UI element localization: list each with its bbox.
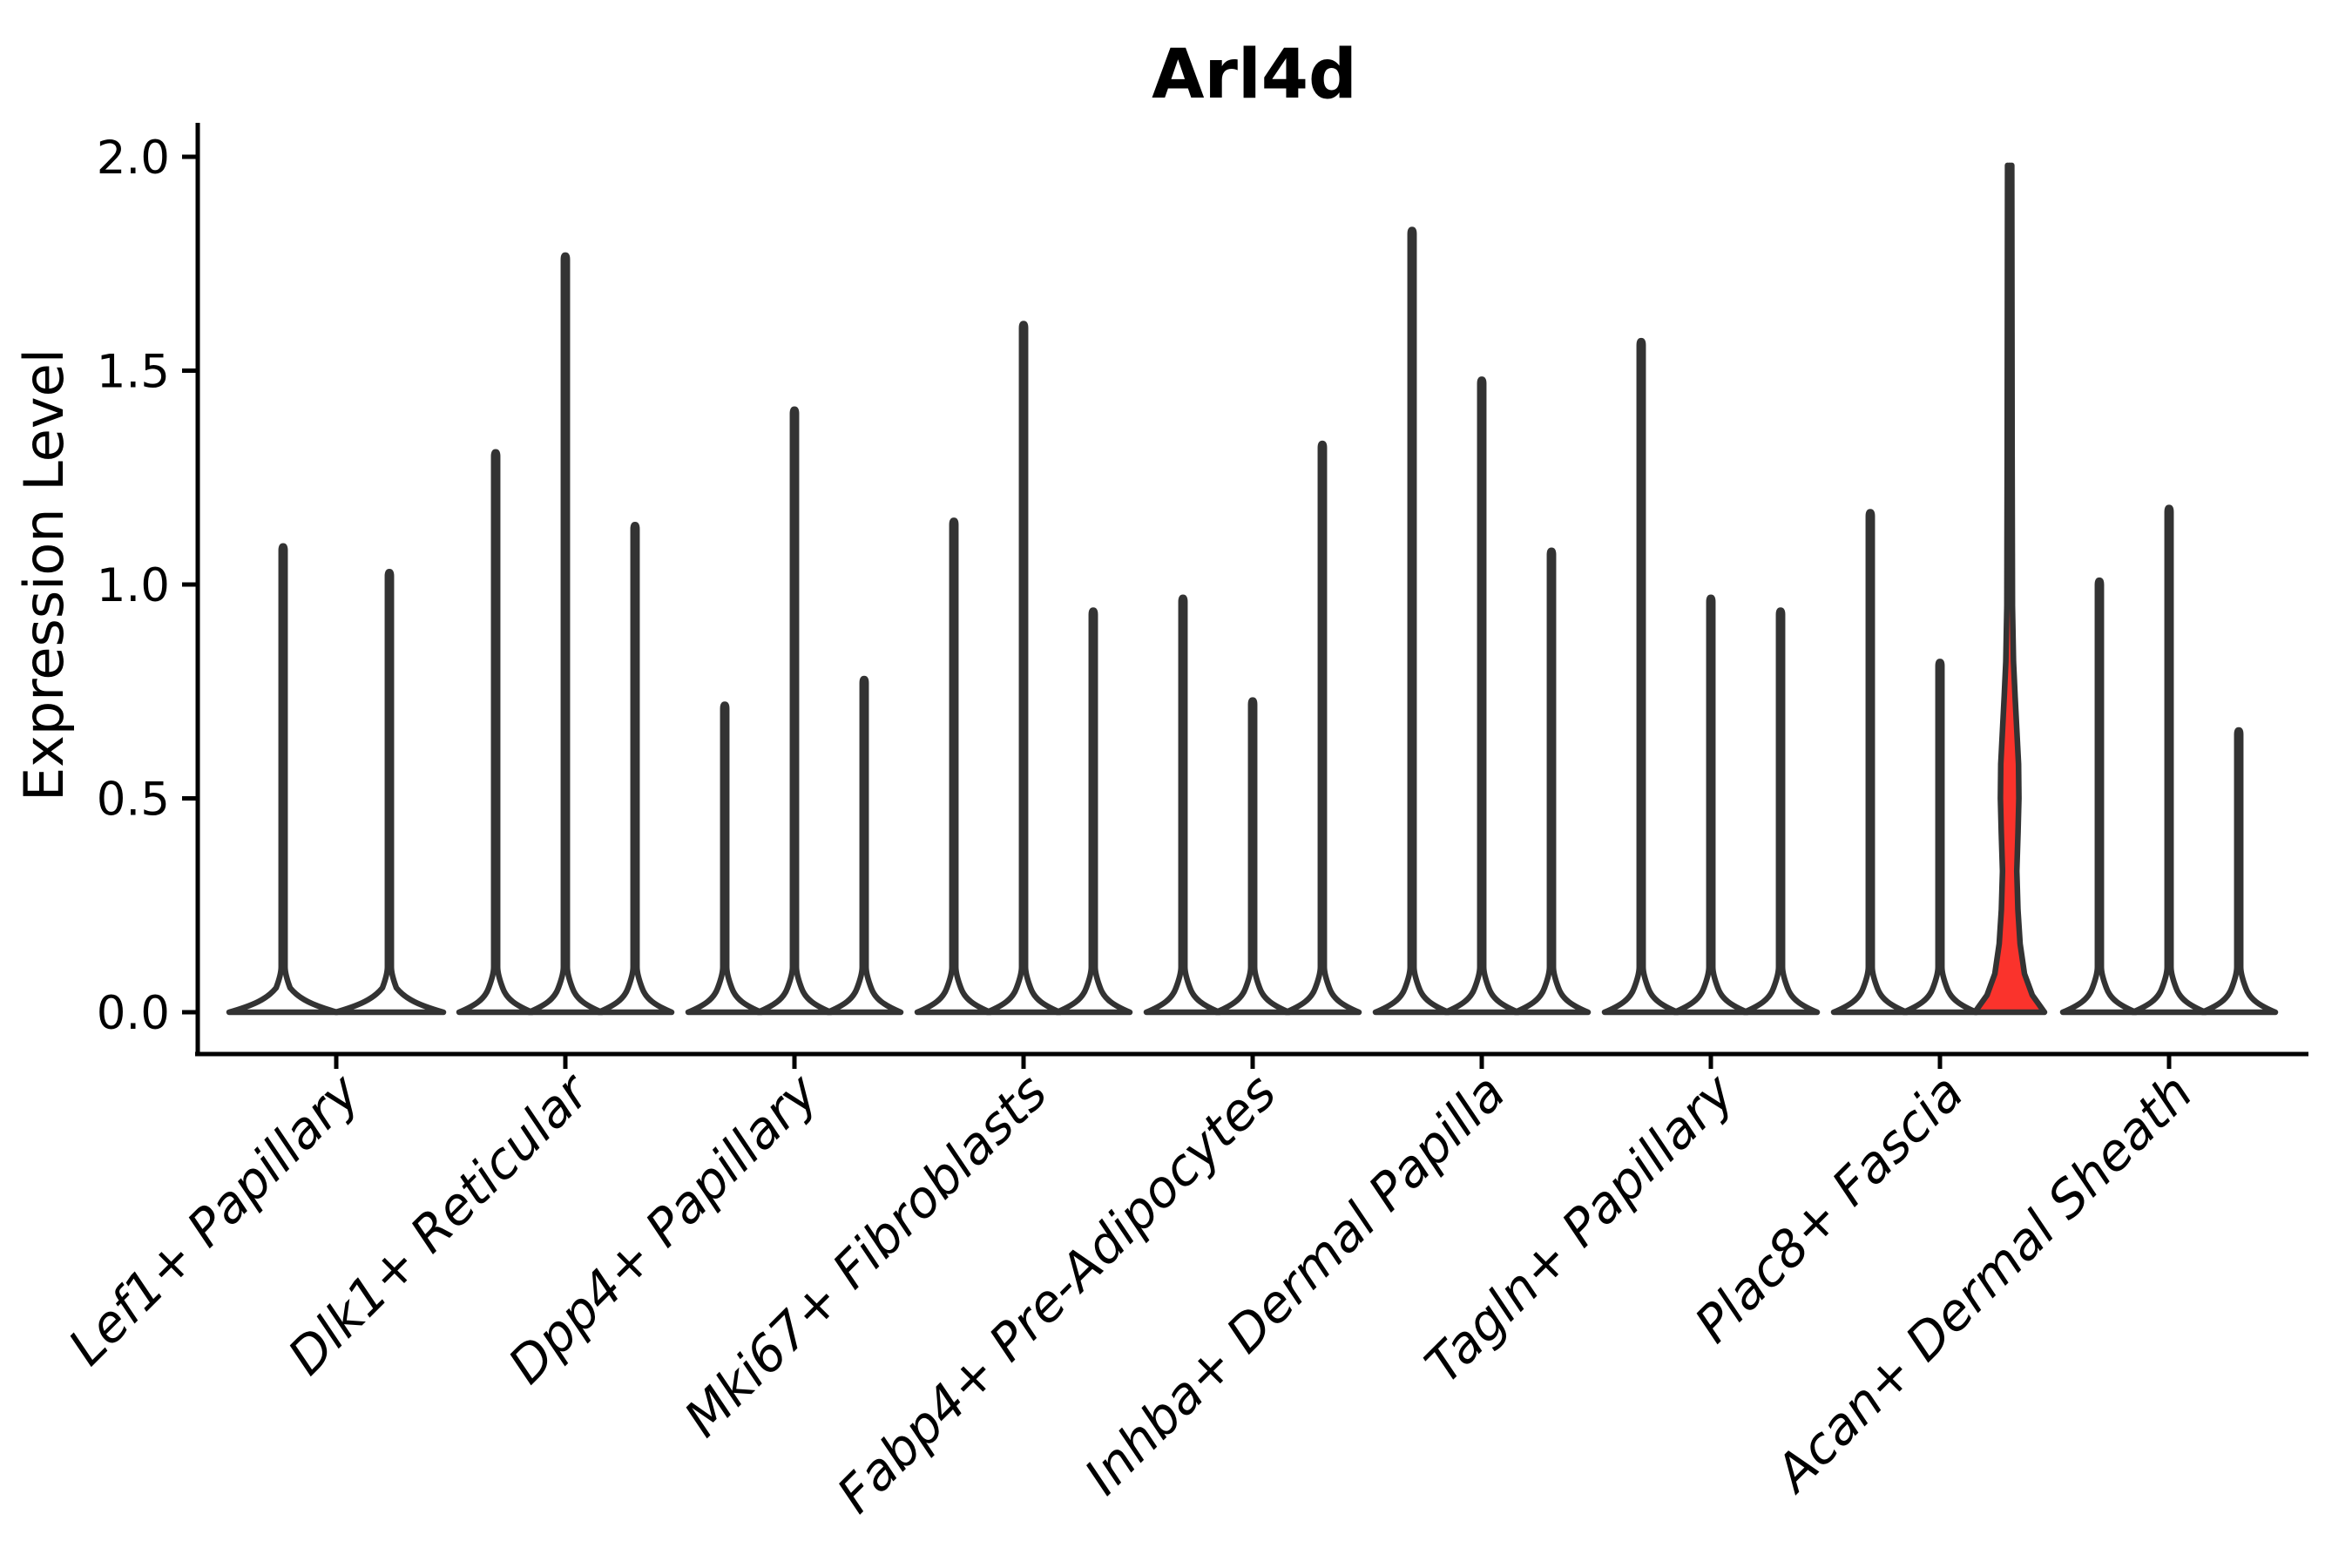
x-tick-label: Inhba+ Dermal Papilla	[1073, 1063, 1517, 1506]
violin	[1213, 697, 1293, 1016]
violin	[1900, 659, 1980, 1016]
y-tick-label: 0.0	[97, 987, 170, 1040]
violin	[685, 701, 765, 1016]
violin	[332, 569, 447, 1016]
violins-layer	[226, 162, 2279, 1016]
violin	[824, 675, 904, 1016]
y-tick-label: 1.0	[97, 559, 170, 612]
violin	[1601, 337, 1681, 1016]
violin	[1740, 607, 1821, 1016]
y-axis-label: Expression Level	[12, 348, 76, 801]
violin	[1282, 440, 1362, 1016]
y-ticks-layer: 0.0 0.5 1.0 1.5 2.0	[97, 132, 198, 1040]
violin	[226, 543, 341, 1016]
violin	[983, 321, 1064, 1016]
violin	[1143, 594, 1223, 1016]
violin	[754, 406, 835, 1016]
violin	[456, 449, 536, 1016]
violin	[1442, 376, 1522, 1016]
violin	[1830, 509, 1910, 1016]
violin	[914, 517, 994, 1016]
chart-title: Arl4d	[1152, 36, 1357, 114]
y-tick-label: 0.5	[97, 774, 170, 827]
violin	[2129, 504, 2209, 1016]
violin	[1053, 607, 1133, 1016]
x-tick-label: Acan+ Dermal Sheath	[1761, 1063, 2204, 1505]
violin-highlighted	[1971, 162, 2048, 1016]
y-tick-label: 2.0	[97, 132, 170, 185]
violin	[1671, 594, 1751, 1016]
x-tick-label: Fabp4+ Pre-Adipocytes	[826, 1063, 1288, 1524]
violin	[2059, 577, 2139, 1016]
violin	[1372, 226, 1452, 1016]
violin	[525, 252, 605, 1016]
violin	[595, 522, 675, 1016]
violin	[1511, 547, 1592, 1016]
violin	[2199, 727, 2279, 1016]
y-tick-label: 1.5	[97, 346, 170, 399]
